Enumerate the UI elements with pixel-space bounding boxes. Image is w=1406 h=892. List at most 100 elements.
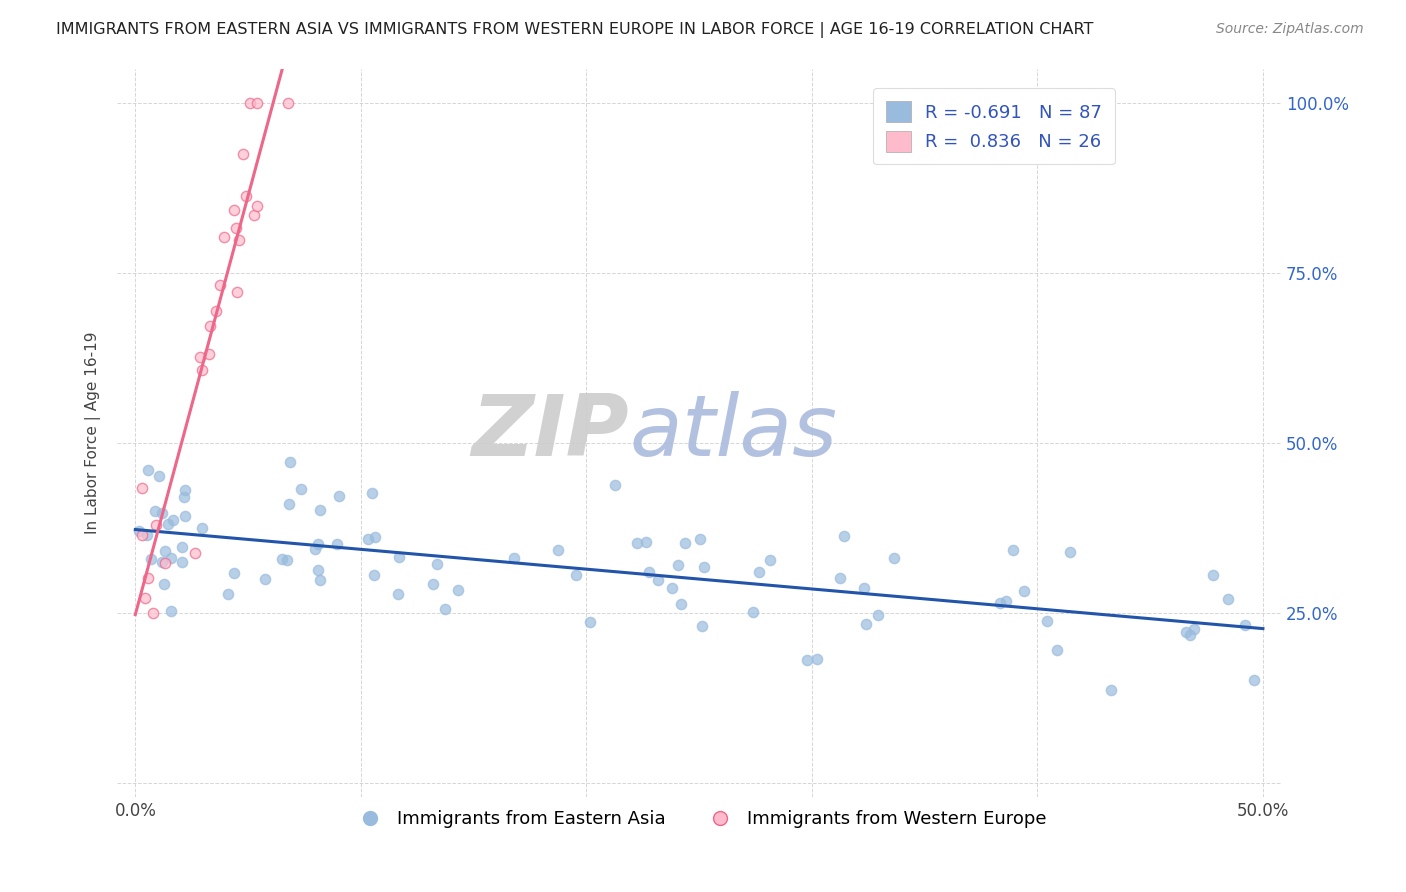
Point bbox=[866, 608, 889, 623]
Text: atlas: atlas bbox=[630, 392, 838, 475]
Point bbox=[1001, 542, 1024, 557]
Point bbox=[243, 208, 266, 222]
Point bbox=[136, 463, 159, 477]
Point bbox=[160, 605, 183, 619]
Point bbox=[1012, 584, 1035, 599]
Point bbox=[357, 532, 380, 546]
Point bbox=[547, 543, 569, 558]
Point bbox=[661, 581, 683, 595]
Point bbox=[277, 497, 299, 511]
Point bbox=[638, 565, 661, 579]
Point bbox=[136, 571, 159, 585]
Point bbox=[363, 530, 385, 544]
Point bbox=[363, 568, 385, 582]
Point bbox=[1099, 683, 1122, 698]
Point bbox=[224, 566, 246, 581]
Point bbox=[666, 558, 689, 573]
Point bbox=[139, 551, 162, 566]
Point bbox=[325, 537, 347, 551]
Point bbox=[988, 596, 1011, 610]
Point bbox=[173, 508, 195, 523]
Point bbox=[235, 188, 257, 202]
Point bbox=[239, 95, 262, 110]
Point bbox=[153, 544, 176, 558]
Point bbox=[131, 481, 153, 495]
Point bbox=[232, 146, 254, 161]
Point bbox=[134, 591, 156, 606]
Point bbox=[304, 542, 326, 557]
Point bbox=[387, 587, 409, 601]
Point bbox=[758, 553, 780, 567]
Point bbox=[162, 513, 184, 527]
Point bbox=[225, 220, 247, 235]
Point bbox=[276, 553, 298, 567]
Y-axis label: In Labor Force | Age 16-19: In Labor Force | Age 16-19 bbox=[86, 332, 101, 534]
Point bbox=[1036, 614, 1059, 628]
Point bbox=[174, 483, 197, 497]
Legend: Immigrants from Eastern Asia, Immigrants from Western Europe: Immigrants from Eastern Asia, Immigrants… bbox=[344, 803, 1053, 835]
Point bbox=[190, 520, 212, 534]
Text: IMMIGRANTS FROM EASTERN ASIA VS IMMIGRANTS FROM WESTERN EUROPE IN LABOR FORCE | : IMMIGRANTS FROM EASTERN ASIA VS IMMIGRAN… bbox=[56, 22, 1094, 38]
Point bbox=[148, 469, 170, 483]
Point bbox=[150, 506, 173, 520]
Point bbox=[150, 555, 173, 569]
Point bbox=[188, 350, 211, 364]
Point bbox=[433, 602, 456, 616]
Point bbox=[156, 517, 179, 532]
Point bbox=[883, 550, 905, 565]
Point bbox=[307, 562, 329, 576]
Point bbox=[426, 557, 449, 571]
Point bbox=[796, 653, 818, 667]
Point bbox=[253, 572, 276, 586]
Point bbox=[153, 557, 176, 571]
Point bbox=[828, 571, 851, 585]
Point bbox=[1175, 625, 1198, 640]
Point bbox=[1059, 545, 1081, 559]
Point bbox=[172, 555, 194, 569]
Point bbox=[806, 651, 828, 665]
Point bbox=[626, 535, 648, 549]
Point bbox=[280, 454, 302, 468]
Point bbox=[742, 605, 765, 619]
Point bbox=[170, 540, 193, 554]
Point bbox=[673, 535, 696, 549]
Text: ZIP: ZIP bbox=[471, 392, 630, 475]
Point bbox=[145, 517, 167, 532]
Point bbox=[173, 490, 195, 504]
Point bbox=[208, 277, 231, 292]
Point bbox=[565, 568, 588, 582]
Point bbox=[160, 551, 183, 566]
Point bbox=[1180, 628, 1202, 642]
Point bbox=[578, 615, 600, 629]
Point bbox=[503, 551, 526, 566]
Point bbox=[603, 478, 626, 492]
Point bbox=[198, 347, 221, 361]
Point bbox=[690, 619, 713, 633]
Point bbox=[222, 202, 245, 217]
Point bbox=[271, 551, 294, 566]
Point bbox=[200, 318, 222, 333]
Point bbox=[191, 363, 214, 377]
Point bbox=[422, 577, 444, 591]
Point bbox=[693, 560, 716, 574]
Point bbox=[852, 581, 875, 595]
Point bbox=[228, 233, 250, 247]
Point bbox=[388, 549, 411, 564]
Point bbox=[689, 532, 711, 546]
Point bbox=[246, 198, 269, 212]
Point bbox=[1234, 618, 1257, 632]
Point bbox=[994, 593, 1017, 607]
Point bbox=[307, 537, 329, 551]
Point bbox=[669, 597, 692, 611]
Point bbox=[1182, 622, 1205, 636]
Point bbox=[1243, 673, 1265, 687]
Point bbox=[142, 606, 165, 620]
Point bbox=[855, 617, 877, 632]
Point bbox=[1218, 592, 1240, 607]
Point bbox=[226, 285, 249, 300]
Point bbox=[1045, 643, 1067, 657]
Point bbox=[246, 95, 269, 110]
Point bbox=[153, 577, 176, 591]
Point bbox=[277, 95, 299, 110]
Point bbox=[360, 486, 382, 500]
